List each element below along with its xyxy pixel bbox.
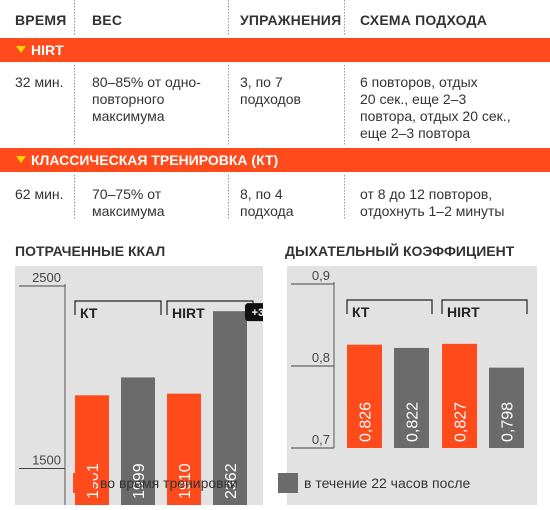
text-line: 6 повторов, отдых [360, 74, 478, 90]
group-bracket [74, 300, 162, 315]
bar [489, 367, 524, 448]
hirt-weight: 80–85% от одно- повторного максимума [92, 74, 201, 125]
triangle-down-icon [16, 156, 26, 163]
text-line: подходов [240, 91, 301, 107]
divider [74, 175, 75, 220]
bar [121, 377, 155, 505]
group-bracket [346, 299, 433, 314]
triangle-down-icon [16, 46, 26, 53]
bar [213, 311, 247, 505]
bar-value-label: 2362 [223, 463, 240, 499]
divider [74, 65, 75, 145]
text-line: 20 сек., еще 2–3 [360, 91, 467, 107]
bar-value-label: 0,827 [453, 402, 470, 442]
divider [344, 65, 345, 145]
text-line: повтора, отдых 20 сек., [360, 108, 511, 124]
bar [347, 344, 382, 448]
section-label: HIRT [31, 42, 64, 58]
legend-label-after: в течение 22 часов после [304, 475, 471, 491]
bar [167, 393, 201, 505]
text-line: повторного [92, 91, 165, 107]
section-label: КЛАССИЧЕСКАЯ ТРЕНИРОВКА (КТ) [31, 152, 279, 168]
hirt-time: 32 мин. [15, 74, 64, 90]
text-line: максимума [92, 108, 165, 124]
kt-weight: 70–75% от максимума [92, 186, 165, 220]
bar-value-label: 0,826 [358, 402, 375, 442]
text-line: подхода [240, 203, 294, 219]
divider [228, 0, 229, 36]
text-line: 80–85% от одно- [92, 74, 201, 90]
y-tick-label: 0,7 [312, 432, 330, 447]
section-band-hirt: HIRT [0, 38, 550, 62]
bar-value-label: 0,822 [405, 402, 422, 442]
y-tick-label: 0,8 [312, 350, 330, 365]
divider [228, 65, 229, 145]
bar-value-label: 1910 [177, 463, 194, 499]
group-label: КТ [80, 305, 98, 321]
group-label: КТ [352, 304, 370, 320]
legend-label-during: во время тренировки [100, 475, 238, 491]
header-time: ВРЕМЯ [15, 12, 67, 28]
y-tick-label: 0,9 [312, 268, 330, 283]
rq-bar-chart: 0,9 0,8 0,7 КТ 0,826 0,822 HIRT 0,827 0,798 [291, 268, 528, 449]
chart-title-kcal: ПОТРАЧЕННЫЕ ККАЛ [15, 243, 166, 259]
table-header: ВРЕМЯ ВЕС УПРАЖНЕНИЯ СХЕМА ПОДХОДА [0, 0, 550, 38]
group-bracket [441, 299, 528, 314]
divider [74, 0, 75, 36]
bar [394, 347, 429, 448]
bar-value-label: 0,798 [500, 402, 517, 442]
hirt-scheme: 6 повторов, отдых 20 сек., еще 2–3 повто… [360, 74, 511, 142]
annotation-label: +363 [252, 307, 263, 319]
y-tick-label: 2500 [32, 270, 61, 285]
chart-panel-rq: 0,9 0,8 0,7 КТ 0,826 0,822 HIRT 0,827 0,798 [287, 266, 537, 505]
text-line: 70–75% от [92, 186, 162, 202]
divider [344, 0, 345, 36]
legend-swatch-after [278, 473, 298, 493]
text-line: 3, по 7 [240, 74, 283, 90]
divider [344, 175, 345, 220]
group-label: HIRT [172, 305, 205, 321]
text-line: отдохнуть 1–2 минуты [360, 203, 505, 219]
y-tick-label: 1500 [32, 453, 61, 468]
header-scheme: СХЕМА ПОДХОДА [360, 12, 488, 28]
bar [442, 343, 477, 448]
text-line: 8, по 4 [240, 186, 283, 202]
text-line: максимума [92, 203, 165, 219]
chart-title-rq: ДЫХАТЕЛЬНЫЙ КОЭФФИЦИЕНТ [285, 243, 515, 259]
bar-value-label: 1999 [131, 463, 148, 499]
divider [228, 175, 229, 220]
group-label: HIRT [447, 304, 480, 320]
header-exercises: УПРАЖНЕНИЯ [240, 12, 342, 28]
text-line: от 8 до 12 повторов, [360, 186, 493, 202]
kt-exercises: 8, по 4 подхода [240, 186, 294, 220]
kt-time: 62 мин. [15, 186, 64, 202]
hirt-exercises: 3, по 7 подходов [240, 74, 301, 108]
header-weight: ВЕС [92, 12, 123, 28]
kt-scheme: от 8 до 12 повторов, отдохнуть 1–2 минут… [360, 186, 504, 220]
text-line: еще 2–3 повтора [360, 125, 471, 141]
section-band-kt: КЛАССИЧЕСКАЯ ТРЕНИРОВКА (КТ) [0, 148, 550, 172]
legend-swatch-during [73, 473, 93, 493]
